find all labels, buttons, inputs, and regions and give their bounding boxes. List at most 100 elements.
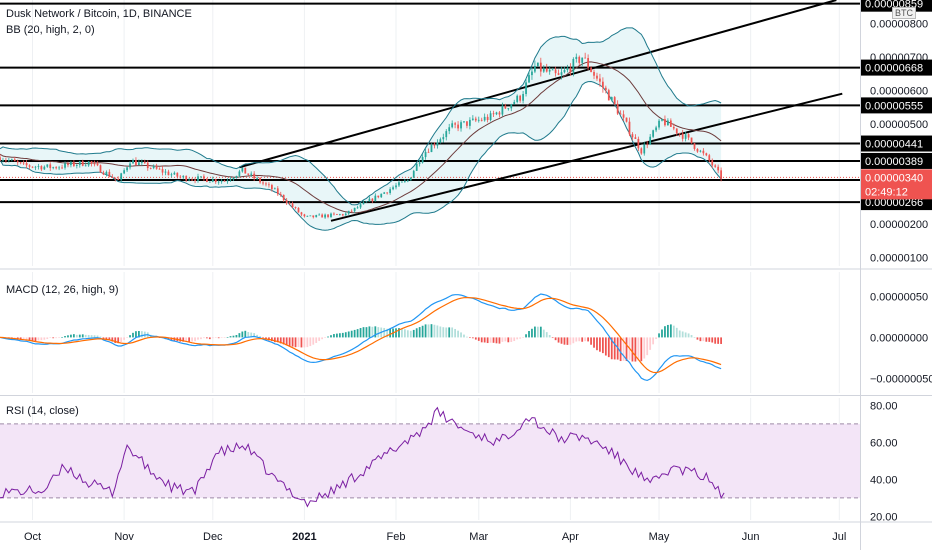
macd-histogram-bar [273, 337, 276, 343]
candle [120, 172, 123, 183]
macd-histogram-bar [40, 337, 43, 341]
candle-body [418, 162, 421, 164]
candle [273, 187, 276, 190]
macd-histogram-bar [684, 332, 687, 338]
candle [67, 161, 69, 168]
candle [22, 160, 25, 166]
candle [327, 214, 329, 219]
candle [229, 176, 232, 182]
macd-histogram-bar [64, 336, 66, 338]
candle [214, 178, 217, 184]
macd-histogram-bar [117, 337, 120, 344]
level-price-tag-bg [861, 97, 932, 114]
rsi-legend[interactable]: RSI (14, close) [6, 405, 79, 417]
candle [471, 115, 474, 121]
macd-histogram-bar [652, 337, 655, 345]
candle [25, 160, 28, 169]
level-price-tag-bg [861, 0, 932, 12]
candle [525, 78, 527, 97]
candle-body [412, 170, 415, 178]
candle [675, 128, 678, 136]
macd-histogram-bar [344, 332, 347, 338]
candle [16, 159, 19, 166]
macd-histogram-bar [368, 326, 371, 338]
candle-body [575, 56, 578, 60]
candle [108, 169, 111, 178]
candle [262, 180, 264, 186]
macd-histogram-bar [31, 337, 34, 341]
macd-histogram-bar [282, 337, 285, 345]
macd-histogram-bar [285, 337, 288, 346]
time-axis-tick-label: Dec [203, 531, 223, 543]
candle-body [120, 173, 123, 180]
candle [146, 160, 149, 171]
candle [40, 165, 43, 172]
candle-body [371, 198, 374, 202]
candle [622, 110, 625, 122]
candle [690, 137, 693, 144]
candle-body [720, 170, 722, 179]
candle-body [338, 214, 341, 215]
macd-histogram-bar [646, 337, 649, 356]
candle-body [203, 176, 205, 179]
macd-histogram-bar [194, 337, 196, 342]
candle-body [492, 113, 495, 115]
macd-histogram-bar [463, 334, 465, 338]
candle [19, 161, 22, 165]
candle-body [318, 214, 321, 216]
candle-body [152, 166, 155, 169]
candle [46, 164, 49, 168]
macd-histogram-bar [140, 331, 143, 338]
candle [217, 180, 220, 185]
macd-histogram-bar [132, 332, 134, 338]
bollinger-legend[interactable]: BB (20, high, 2, 0) [6, 24, 95, 36]
macd-histogram-bar [123, 337, 126, 340]
candle-body [84, 165, 87, 167]
macd-histogram-bar [581, 337, 584, 342]
rsi-line [0, 406, 725, 508]
macd-histogram-bar [687, 333, 690, 338]
candle [49, 162, 52, 171]
macd-histogram-bar [93, 335, 96, 338]
candle [374, 193, 377, 202]
candle-body [658, 120, 660, 128]
candle-body [279, 194, 282, 195]
candle [96, 161, 99, 167]
candle-body [687, 134, 690, 138]
candle-body [584, 57, 587, 59]
macd-histogram-bar [545, 332, 548, 338]
candle-body [717, 166, 720, 171]
macd-histogram-bar [531, 328, 533, 338]
macd-histogram-bar [412, 329, 415, 338]
candle [581, 57, 584, 67]
candle [678, 132, 681, 137]
candle-body [628, 121, 631, 135]
macd-histogram-bar [421, 325, 424, 338]
candle-body [350, 210, 353, 212]
candle [200, 176, 202, 179]
candle [637, 136, 640, 152]
macd-histogram-bar [539, 326, 542, 338]
candle [312, 215, 315, 219]
candle [297, 207, 300, 213]
candle [64, 161, 66, 170]
candle [534, 60, 536, 74]
candle [341, 213, 344, 217]
macd-histogram-bar [696, 337, 699, 340]
candle [37, 163, 40, 170]
candle-body [265, 183, 267, 185]
candle-body [699, 150, 702, 152]
trendlines[interactable] [239, 0, 843, 222]
macd-histogram-bar [717, 337, 720, 344]
candle-body [566, 67, 569, 70]
candle-body [616, 103, 619, 114]
macd-histogram-bar [619, 337, 622, 362]
candle [519, 94, 522, 103]
macd-legend[interactable]: MACD (12, 26, high, 9) [6, 284, 119, 296]
macd-histogram-bar [699, 337, 702, 342]
candle-body [531, 71, 533, 76]
macd-histogram-bar [613, 337, 616, 360]
candle-body [259, 178, 261, 183]
candle [318, 213, 321, 216]
